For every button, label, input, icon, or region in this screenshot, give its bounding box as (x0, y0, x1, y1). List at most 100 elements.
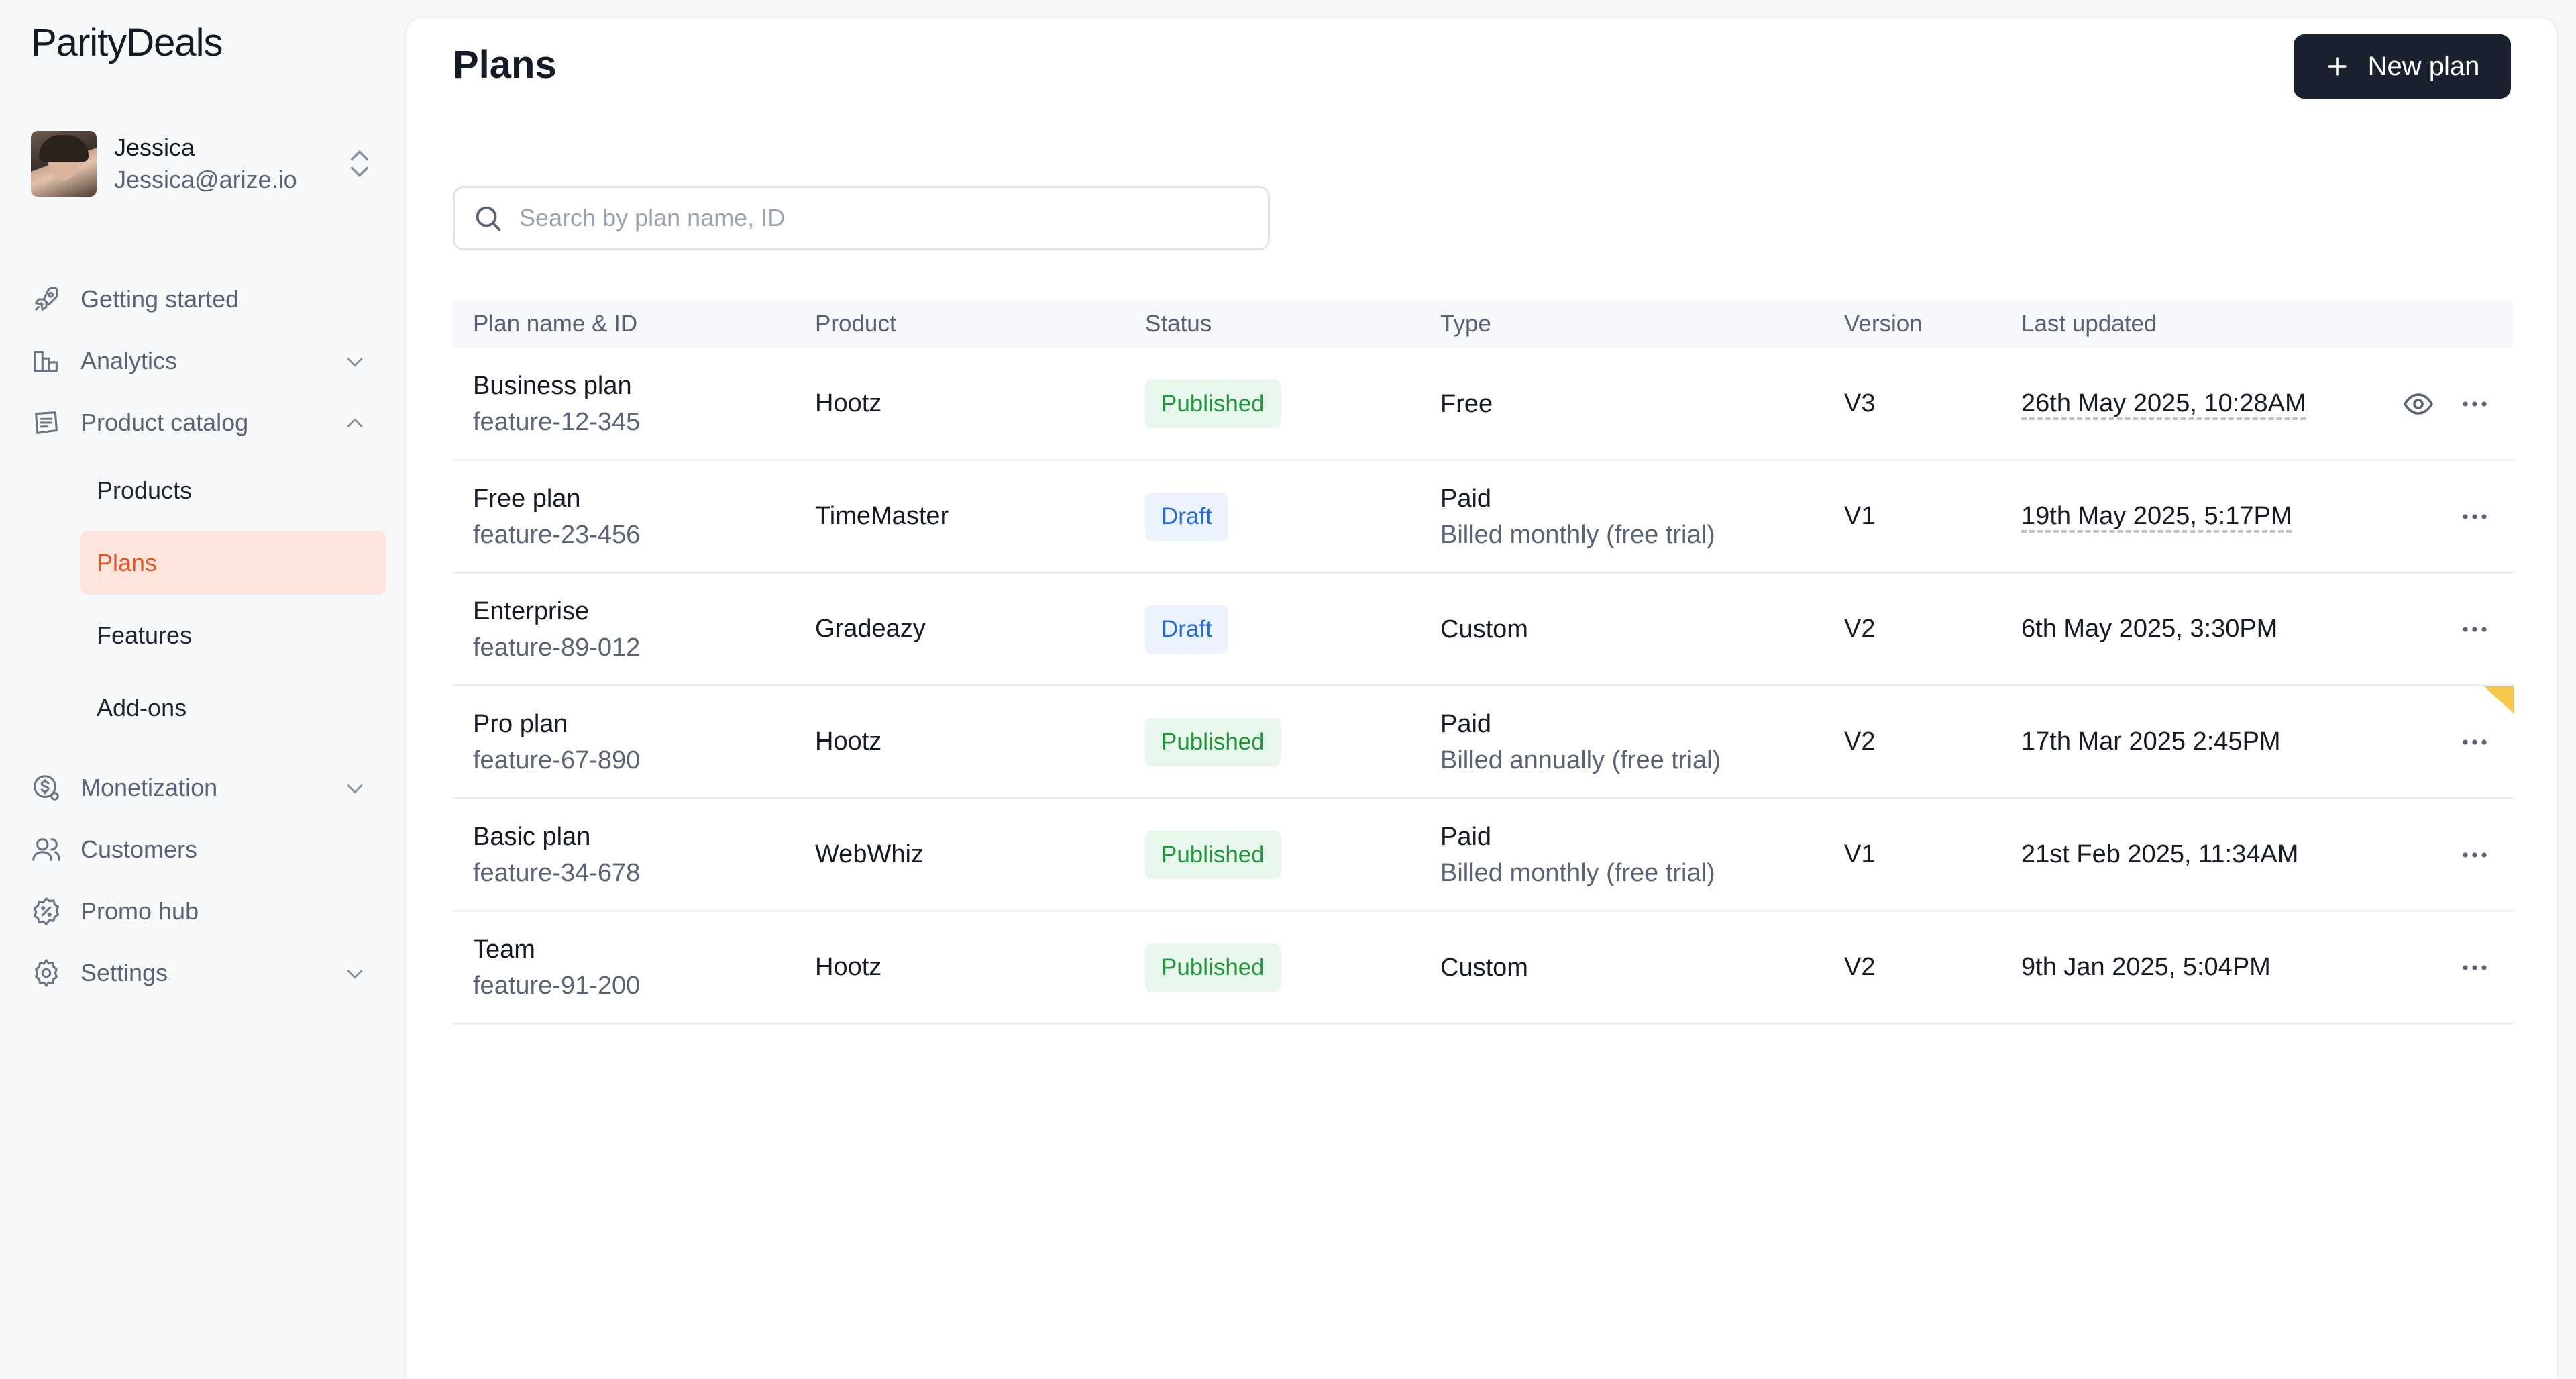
plan-version: V2 (1844, 953, 1876, 981)
chevron-down-icon[interactable] (343, 962, 366, 985)
last-updated: 19th May 2025, 5:17PM (2021, 502, 2292, 530)
plan-id: feature-91-200 (473, 971, 641, 1000)
chevron-up-icon[interactable] (343, 412, 366, 435)
new-plan-button[interactable]: New plan (2294, 34, 2511, 99)
table-row[interactable]: Business plan feature-12-345 Hootz Publi… (453, 348, 2514, 461)
avatar (31, 131, 97, 197)
plan-type: Custom (1440, 953, 1528, 982)
sidebar-item-add-ons[interactable]: Add-ons (97, 694, 187, 721)
plan-version: V1 (1844, 840, 1876, 868)
plans-table: Plan name & ID Product Status Type Versi… (453, 300, 2514, 1025)
sidebar-item-product-catalog[interactable]: Product catalog (31, 392, 386, 454)
sidebar-item-monetization[interactable]: Monetization (31, 757, 386, 819)
account-switcher[interactable]: Jessica Jessica@arize.io (31, 130, 373, 197)
header-version[interactable]: Version (1844, 311, 1923, 337)
plan-version: V2 (1844, 727, 1876, 756)
plan-name[interactable]: Business plan (473, 371, 632, 400)
type-cell: Free (1440, 386, 1493, 422)
status-badge: Draft (1145, 605, 1228, 654)
table-row[interactable]: Free plan feature-23-456 TimeMaster Draf… (453, 461, 2514, 574)
account-info: Jessica Jessica@arize.io (114, 132, 297, 196)
sidebar-item-label: Customers (80, 835, 198, 863)
status-badge: Published (1145, 830, 1281, 879)
plan-name[interactable]: Enterprise (473, 597, 590, 625)
bar-chart-icon (34, 351, 58, 372)
table-row[interactable]: Pro plan feature-67-890 Hootz Published … (453, 686, 2514, 799)
type-cell: Paid Billed monthly (free trial) (1440, 480, 1715, 553)
sidebar-item-getting-started[interactable]: Getting started (31, 268, 386, 330)
search-input[interactable] (519, 204, 1244, 232)
account-email: Jessica@arize.io (114, 166, 297, 193)
sidebar-item-label: Monetization (80, 774, 218, 801)
search-box[interactable] (453, 186, 1270, 250)
new-plan-label: New plan (2367, 51, 2480, 81)
more-horizontal-icon[interactable] (2459, 726, 2491, 758)
plan-cell: Free plan feature-23-456 (473, 480, 640, 553)
last-updated: 6th May 2025, 3:30PM (2021, 615, 2278, 643)
logo[interactable]: ParityDeals (31, 21, 223, 64)
plan-name[interactable]: Team (473, 935, 535, 964)
plan-cell: Team feature-91-200 (473, 931, 640, 1004)
plan-cell: Business plan feature-12-345 (473, 368, 640, 440)
product-name: Hootz (815, 389, 882, 417)
sidebar-item-label: Analytics (80, 347, 178, 374)
status-badge: Published (1145, 717, 1281, 766)
plan-name[interactable]: Basic plan (473, 822, 591, 851)
plan-type: Paid (1440, 822, 1492, 851)
type-cell: Custom (1440, 611, 1528, 648)
sidebar-item-plans[interactable]: Plans (80, 531, 386, 595)
header-last-updated[interactable]: Last updated (2021, 311, 2157, 337)
corner-marker (2484, 686, 2514, 713)
badge-icon (33, 897, 60, 925)
plan-type: Free (1440, 389, 1493, 418)
sidebar-item-settings[interactable]: Settings (31, 942, 386, 1004)
chevron-down-icon[interactable] (343, 350, 366, 373)
search-icon (476, 206, 501, 232)
header-product[interactable]: Product (815, 311, 896, 337)
sidebar-item-features[interactable]: Features (97, 621, 193, 649)
table-header: Plan name & ID Product Status Type Versi… (453, 300, 2514, 348)
sidebar: ParityDeals Jessica Jessica@arize.io Get… (0, 0, 404, 1379)
plan-id: feature-23-456 (473, 520, 641, 549)
page-title: Plans (453, 43, 557, 87)
account-name: Jessica (114, 134, 195, 161)
plan-type: Paid (1440, 709, 1492, 738)
plan-type: Paid (1440, 484, 1492, 513)
plan-version: V2 (1844, 615, 1876, 643)
plus-icon (2327, 57, 2347, 76)
header-plan-name[interactable]: Plan name & ID (473, 311, 638, 337)
type-cell: Custom (1440, 950, 1528, 986)
sidebar-item-label: Getting started (80, 285, 239, 313)
table-row[interactable]: Team feature-91-200 Hootz Published Cust… (453, 912, 2514, 1025)
catalog-icon (35, 411, 58, 434)
row-actions (2402, 388, 2491, 420)
submenu-list: Products Plans Features Add-ons (80, 459, 386, 739)
chevron-down-icon[interactable] (343, 777, 366, 800)
more-horizontal-icon[interactable] (2459, 613, 2491, 646)
eye-icon[interactable] (2402, 388, 2434, 420)
plan-name[interactable]: Free plan (473, 484, 581, 513)
row-actions (2459, 501, 2491, 533)
plan-version: V3 (1844, 389, 1876, 417)
sidebar-item-products[interactable]: Products (97, 476, 193, 504)
table-row[interactable]: Basic plan feature-34-678 WebWhiz Publis… (453, 799, 2514, 912)
users-icon (32, 838, 60, 861)
more-horizontal-icon[interactable] (2459, 839, 2491, 871)
sidebar-item-label: Settings (80, 959, 168, 986)
sidebar-item-customers[interactable]: Customers (31, 819, 386, 880)
header-status[interactable]: Status (1145, 311, 1212, 337)
sidebar-item-label: Product catalog (80, 409, 249, 436)
plan-name[interactable]: Pro plan (473, 709, 568, 738)
sidebar-item-promo-hub[interactable]: Promo hub (31, 880, 386, 942)
table-row[interactable]: Enterprise feature-89-012 Gradeazy Draft… (453, 574, 2514, 686)
row-actions (2459, 613, 2491, 646)
header-type[interactable]: Type (1440, 311, 1491, 337)
more-horizontal-icon[interactable] (2459, 952, 2491, 984)
chevron-up-down-icon[interactable] (346, 146, 373, 181)
sidebar-item-analytics[interactable]: Analytics (31, 330, 386, 392)
row-actions (2459, 952, 2491, 984)
more-horizontal-icon[interactable] (2459, 501, 2491, 533)
plan-type-detail: Billed annually (free trial) (1440, 746, 1721, 774)
more-horizontal-icon[interactable] (2459, 388, 2491, 420)
product-name: Hootz (815, 953, 882, 981)
